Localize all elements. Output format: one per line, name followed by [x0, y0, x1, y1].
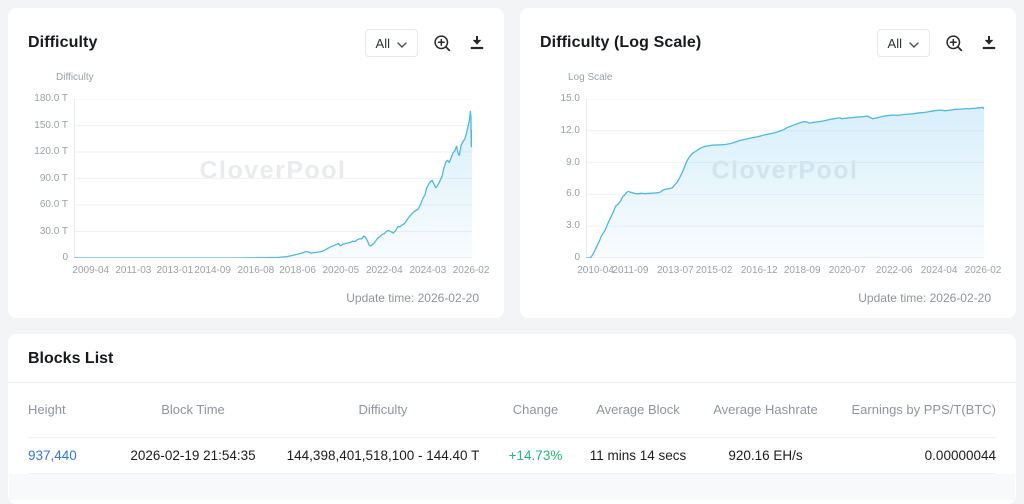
blocks-list-card: Blocks List Height Block Time Difficulty… [8, 334, 1016, 504]
x-axis-tick: 2026-02 [964, 265, 1002, 276]
card-title: Difficulty [28, 34, 98, 51]
col-header-block-time: Block Time [118, 383, 268, 438]
y-axis-tick: 12.0 [560, 124, 580, 136]
y-axis-name: Difficulty [56, 72, 94, 83]
difficulty-chart-card: Difficulty All [8, 8, 504, 318]
x-axis-tick: 2013-01 [156, 265, 194, 276]
difficulty-line-chart [74, 99, 472, 258]
x-axis-tick: 2026-02 [452, 265, 490, 276]
zoom-in-icon[interactable] [431, 31, 453, 55]
y-axis-tick: 150.0 T [34, 119, 68, 131]
y-axis-tick: 0 [574, 252, 580, 263]
y-axis-tick: 90.0 T [39, 172, 68, 184]
chevron-down-icon [909, 36, 919, 51]
zoom-in-icon[interactable] [943, 31, 965, 55]
chart-controls: All [364, 29, 488, 57]
x-axis-tick: 2016-08 [237, 265, 275, 276]
cell-average-hashrate: 920.16 EH/s [703, 437, 828, 474]
col-header-earnings: Earnings by PPS/T(BTC) [828, 383, 996, 438]
x-axis-tick: 2011-09 [612, 265, 649, 276]
x-axis-ticks: 2010-04 2011-09 2013-07 2015-02 2016-12 2018-… [577, 265, 1001, 279]
y-axis-tick: 0 [62, 252, 68, 263]
col-header-difficulty: Difficulty [268, 383, 498, 438]
x-axis-tick: 2018-06 [279, 265, 316, 276]
x-axis-tick: 2016-12 [740, 265, 778, 276]
blocks-table: Height Block Time Difficulty Change Aver… [28, 383, 996, 474]
y-axis-name: Log Scale [568, 72, 613, 83]
x-axis-tick: 2011-03 [115, 265, 152, 276]
cell-difficulty: 144,398,401,518,100 - 144.40 T [268, 437, 498, 474]
card-title: Difficulty (Log Scale) [540, 34, 702, 51]
y-axis-tick: 120.0 T [34, 146, 68, 157]
difficulty-log-line-chart [586, 99, 984, 258]
y-axis-tick: 3.0 [566, 220, 580, 232]
x-axis-tick: 2010-04 [577, 265, 614, 276]
col-header-height: Height [28, 383, 118, 438]
update-time: Update time: 2026-02-20 [858, 291, 991, 305]
y-axis-ticks: 180.0 T 150.0 T 120.0 T 90.0 T 60.0 T 30.0 T 0 [8, 93, 68, 263]
x-axis-tick: 2018-09 [783, 265, 821, 276]
x-axis-tick: 2020-05 [322, 265, 360, 276]
x-axis-tick: 2022-06 [875, 265, 913, 276]
x-axis-ticks: 2009-04 2011-03 2013-01 2014-09 2016-08 2018-… [72, 265, 489, 279]
x-axis-tick: 2024-04 [920, 265, 958, 276]
cell-earnings: 0.00000044 [828, 437, 996, 474]
cell-block-time: 2026-02-19 21:54:35 [118, 437, 268, 474]
x-axis-tick: 2014-09 [194, 265, 231, 276]
range-dropdown-label: All [887, 35, 902, 51]
table-row: 937,440 2026-02-19 21:54:35 144,398,401,… [28, 437, 996, 474]
y-axis-tick: 30.0 T [39, 225, 68, 237]
difficulty-log-chart-card: Difficulty (Log Scale) All [520, 8, 1016, 318]
y-axis-tick: 180.0 T [34, 93, 68, 104]
range-dropdown[interactable]: All [364, 29, 418, 57]
card-header: Difficulty (Log Scale) All [520, 8, 1016, 57]
x-axis-tick: 2009-04 [72, 265, 110, 276]
next-row-preview [9, 473, 1015, 500]
chart-plot-area[interactable]: CloverPool [74, 99, 472, 258]
blocks-list-title: Blocks List [28, 350, 114, 367]
cloverpool-watermark: CloverPool [199, 156, 347, 185]
cell-change: +14.73% [498, 437, 573, 474]
range-dropdown-label: All [375, 35, 390, 51]
col-header-change: Change [498, 383, 573, 438]
divider [8, 382, 1016, 383]
update-time: Update time: 2026-02-20 [346, 291, 479, 305]
col-header-average-hashrate: Average Hashrate [703, 383, 828, 438]
range-dropdown[interactable]: All [876, 29, 930, 57]
download-icon[interactable] [978, 31, 1000, 55]
chart-controls: All [876, 29, 1000, 57]
x-axis-tick: 2015-02 [695, 265, 733, 276]
x-axis-tick: 2013-07 [656, 265, 694, 276]
x-axis-tick: 2024-03 [409, 265, 447, 276]
y-axis-tick: 60.0 T [39, 199, 68, 210]
x-axis-tick: 2020-07 [828, 265, 866, 276]
y-axis-tick: 15.0 [560, 93, 580, 104]
y-axis-tick: 6.0 [566, 188, 580, 200]
table-header-row: Height Block Time Difficulty Change Aver… [28, 383, 996, 438]
chart-plot-area[interactable]: CloverPool [586, 99, 984, 258]
x-axis-tick: 2022-04 [365, 265, 403, 276]
download-icon[interactable] [466, 31, 488, 55]
cell-average-block: 11 mins 14 secs [573, 437, 703, 474]
block-height-link[interactable]: 937,440 [28, 447, 77, 463]
chevron-down-icon [397, 36, 407, 51]
col-header-average-block: Average Block [573, 383, 703, 438]
y-axis-ticks: 15.0 12.0 9.0 6.0 3.0 0 [520, 93, 580, 263]
y-axis-tick: 9.0 [566, 156, 580, 168]
card-header: Difficulty All [8, 8, 504, 57]
cell-height: 937,440 [28, 437, 118, 474]
